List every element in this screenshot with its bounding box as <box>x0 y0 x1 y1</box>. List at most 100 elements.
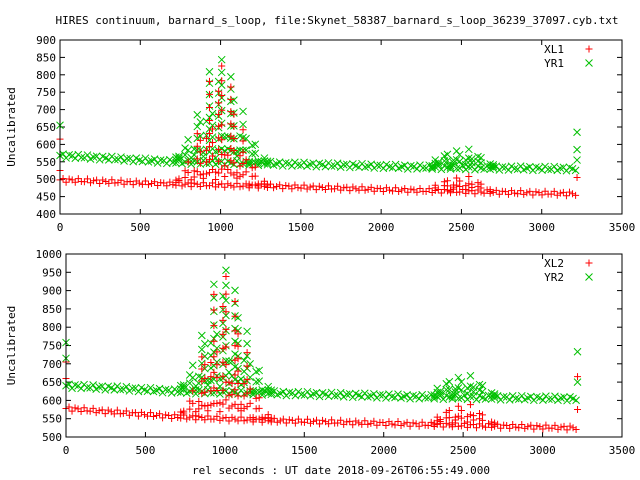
data-point <box>321 186 329 194</box>
data-point <box>324 392 333 401</box>
data-point <box>342 390 351 399</box>
data-point <box>443 177 451 185</box>
data-point <box>569 424 577 432</box>
data-point <box>406 161 415 170</box>
data-point <box>282 182 290 190</box>
data-point <box>210 353 218 361</box>
data-point <box>550 187 558 195</box>
y-tick-label: 700 <box>36 104 56 117</box>
data-point <box>251 163 259 171</box>
data-point <box>205 156 213 164</box>
data-point <box>563 426 571 434</box>
data-point <box>442 385 451 394</box>
data-point <box>303 387 312 396</box>
data-point <box>196 118 205 126</box>
data-point <box>210 322 218 330</box>
data-point <box>361 417 369 425</box>
y-tick-label: 700 <box>42 358 62 371</box>
data-point <box>572 396 580 405</box>
data-point <box>222 325 230 333</box>
data-point <box>373 161 382 170</box>
data-point <box>83 151 92 159</box>
data-point <box>440 178 448 186</box>
data-point <box>215 99 223 107</box>
data-point <box>213 330 221 339</box>
data-point <box>111 155 119 164</box>
x-tick-label: 3000 <box>528 221 555 234</box>
data-point <box>239 126 247 134</box>
data-point <box>202 134 210 142</box>
data-point <box>409 419 417 427</box>
data-point <box>424 421 432 429</box>
data-point <box>231 286 239 295</box>
data-point <box>385 163 394 171</box>
series-YR1 <box>56 55 581 175</box>
data-point <box>150 413 158 421</box>
data-point <box>213 412 221 420</box>
data-point <box>258 413 266 421</box>
data-point <box>184 168 192 176</box>
data-point <box>204 402 212 410</box>
data-point <box>319 416 327 424</box>
data-point <box>306 183 314 191</box>
data-point <box>141 177 149 185</box>
data-point <box>506 424 514 432</box>
data-point <box>201 361 209 369</box>
data-point <box>251 149 260 158</box>
data-point <box>454 394 463 403</box>
data-point <box>202 146 210 154</box>
plot-frame <box>65 253 623 438</box>
data-point <box>491 419 499 427</box>
data-point <box>541 187 549 195</box>
data-point <box>352 417 360 425</box>
data-point <box>185 379 194 388</box>
data-point <box>239 120 247 129</box>
data-point <box>71 404 79 412</box>
data-point <box>190 173 198 181</box>
data-point <box>245 180 253 188</box>
data-point <box>222 361 230 369</box>
data-point <box>83 383 91 392</box>
legend-marker <box>585 59 593 67</box>
data-point <box>201 374 209 382</box>
x-tick-label: 3500 <box>609 221 636 234</box>
data-point <box>279 185 287 193</box>
data-point <box>218 165 226 173</box>
data-point <box>240 404 248 412</box>
data-point <box>213 344 221 353</box>
data-point <box>515 424 523 432</box>
x-tick-label: 2000 <box>370 444 397 457</box>
data-point <box>243 362 251 370</box>
data-point <box>455 157 464 166</box>
data-point <box>216 399 224 407</box>
data-point <box>407 185 415 193</box>
data-point <box>209 152 217 160</box>
data-point <box>449 156 458 165</box>
data-point <box>275 158 284 167</box>
data-point <box>520 190 528 198</box>
data-point <box>273 183 281 191</box>
data-point <box>409 391 417 400</box>
data-point <box>376 391 384 399</box>
data-point <box>227 95 235 103</box>
data-point <box>252 394 260 402</box>
data-point <box>240 392 248 400</box>
data-point <box>521 424 529 432</box>
y-tick-label: 400 <box>36 208 56 221</box>
data-point <box>59 174 67 182</box>
data-point <box>231 386 239 394</box>
data-point <box>116 385 125 394</box>
data-point <box>234 417 242 425</box>
data-point <box>117 176 125 184</box>
data-point <box>155 384 164 393</box>
plot-panel-2: 0 500 1000 1500 2000 2500 3000 3500500550600650… <box>5 248 635 457</box>
data-point <box>267 386 276 395</box>
data-point <box>181 167 189 175</box>
data-point <box>198 353 206 361</box>
data-point <box>358 420 366 428</box>
data-point <box>225 391 233 399</box>
x-tick-label: 1500 <box>288 221 315 234</box>
data-point <box>197 331 206 340</box>
data-point <box>309 182 317 190</box>
